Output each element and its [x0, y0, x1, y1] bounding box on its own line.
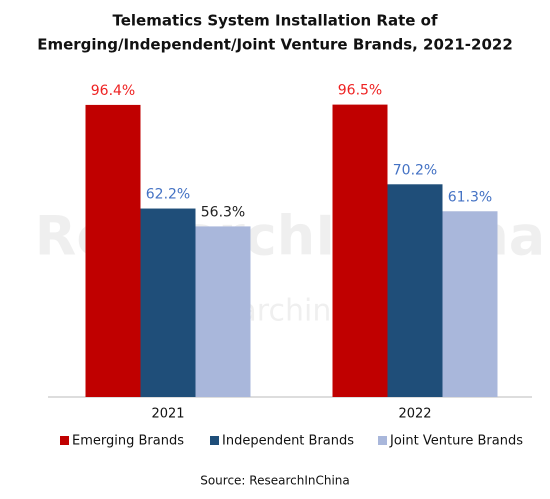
value-label: 70.2% [393, 162, 437, 178]
value-label: 56.3% [201, 204, 245, 220]
legend-swatch [60, 436, 69, 445]
legend-label: Joint Venture Brands [389, 434, 523, 449]
chart-title: Telematics System Installation Rate of [112, 12, 437, 30]
legend-swatch [378, 436, 387, 445]
source: Source: ResearchInChina [200, 474, 350, 488]
legend-swatch [210, 436, 219, 445]
value-label: 96.5% [338, 83, 382, 99]
legend-label: Emerging Brands [72, 434, 184, 449]
x-tick-label: 2022 [398, 407, 431, 422]
bar [442, 211, 498, 397]
bar [387, 184, 443, 397]
bar [195, 226, 251, 397]
bar [140, 208, 196, 397]
bar [85, 104, 141, 398]
x-tick-label: 2021 [151, 407, 184, 422]
legend-label: Independent Brands [222, 434, 354, 449]
value-label: 62.2% [146, 187, 190, 203]
chart-subtitle: Emerging/Independent/Joint Venture Brand… [37, 36, 513, 54]
bar [332, 104, 388, 397]
value-label: 61.3% [448, 189, 492, 205]
value-label: 96.4% [91, 83, 135, 99]
